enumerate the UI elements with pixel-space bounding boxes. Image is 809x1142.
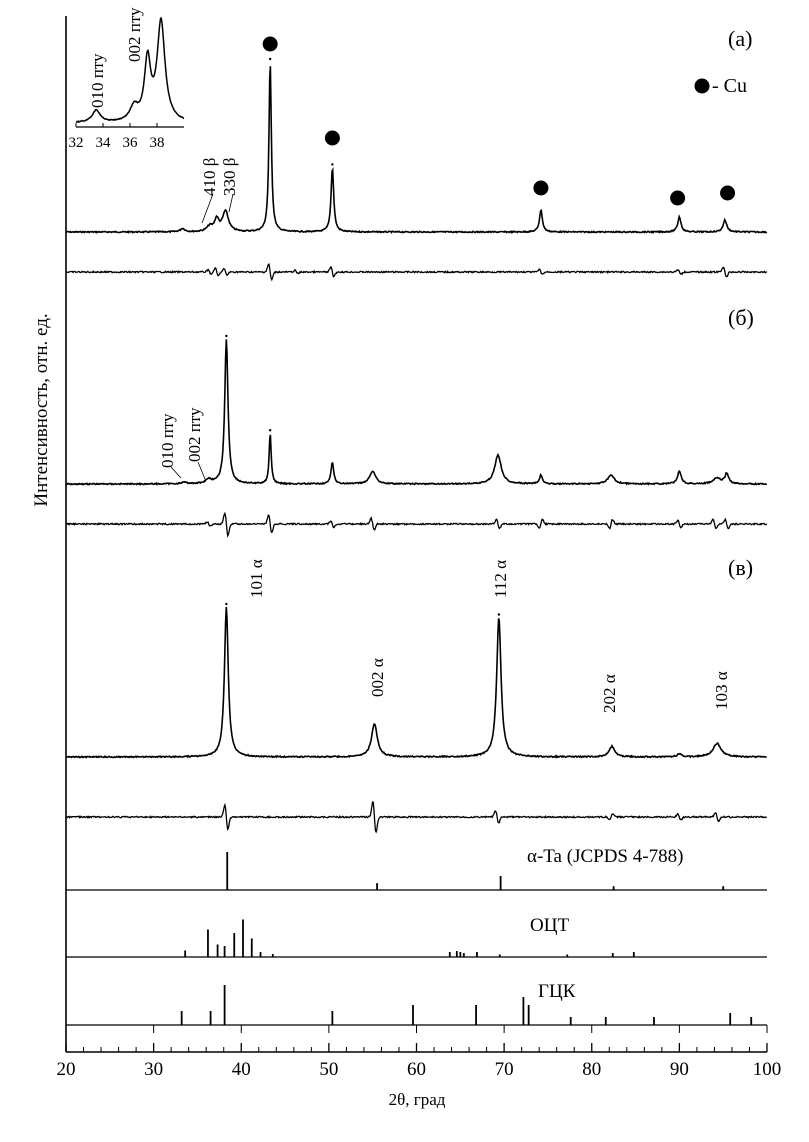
data-point — [497, 613, 501, 616]
peak-label: 202 α — [600, 674, 619, 713]
reference-label: ОЦТ — [530, 915, 569, 936]
x-tick-label: 30 — [144, 1059, 163, 1080]
pattern-line-b — [65, 339, 768, 486]
reference-patterns: α-Ta (JCPDS 4-788) ОЦТ ГЦК — [66, 846, 767, 1025]
x-axis-label: 2θ, град — [389, 1090, 446, 1109]
plot-frame — [65, 16, 767, 1053]
annotation-leader — [197, 461, 206, 480]
x-axis-ticks: 20 30 40 50 60 70 80 90 100 — [57, 1025, 782, 1080]
x-tick-label: 20 — [57, 1059, 76, 1080]
annotation-leader — [228, 193, 234, 213]
x-tick-label: 80 — [582, 1059, 601, 1080]
cu-peak-marker — [720, 185, 736, 201]
pattern-line-a — [66, 66, 768, 234]
inset-tick-label: 36 — [123, 135, 139, 151]
inset-peak-label: 002 пту — [125, 7, 144, 62]
peak-label: 002 α — [368, 658, 387, 697]
peak-label: 002 пту — [185, 407, 204, 462]
cu-legend-marker — [694, 78, 710, 94]
chart-labels: (а) (б) (в) - Cu 410 β 330 β 32 34 36 38 010 пту 00… — [69, 7, 754, 713]
inset-tick-label: 38 — [150, 135, 165, 151]
inset-tick-label: 32 — [69, 135, 84, 151]
peak-label: 101 α — [247, 559, 266, 598]
cu-peak-marker — [324, 130, 340, 146]
peak-label: 112 α — [491, 560, 510, 598]
reference-label: ГЦК — [538, 981, 576, 1002]
pattern-line-c — [65, 606, 767, 759]
inset-tick-label: 34 — [96, 135, 112, 151]
peak-label: 330 β — [220, 158, 239, 196]
x-tick-label: 90 — [670, 1059, 689, 1080]
pattern-traces — [65, 57, 768, 834]
panel-label-c: (в) — [728, 555, 753, 580]
data-point — [225, 602, 228, 606]
peak-label: 410 β — [200, 158, 219, 196]
cu-peak-marker — [262, 36, 278, 52]
x-tick-label: 70 — [495, 1059, 514, 1080]
panel-label-a: (а) — [728, 26, 752, 51]
data-point — [331, 163, 334, 166]
annotation-leader — [201, 193, 214, 224]
peak-label: 103 α — [712, 671, 731, 710]
reference-label: α-Ta (JCPDS 4-788) — [527, 846, 683, 867]
difference-line-c — [65, 801, 768, 834]
x-tick-label: 100 — [753, 1059, 782, 1080]
inset-pattern-line — [75, 16, 185, 123]
x-tick-label: 40 — [232, 1059, 251, 1080]
difference-line-b — [65, 511, 768, 538]
cu-peak-marker — [533, 180, 549, 196]
peak-label: 010 пту — [158, 413, 177, 468]
cu-legend-label: - Cu — [712, 75, 747, 97]
x-tick-label: 50 — [319, 1059, 338, 1080]
data-point — [225, 334, 228, 338]
annotation-leader — [170, 466, 182, 479]
panel-label-b: (б) — [728, 305, 754, 330]
x-tick-label: 60 — [407, 1059, 426, 1080]
data-point — [268, 429, 272, 432]
cu-peak-marker — [670, 190, 686, 206]
y-axis-label: Интенсивность, отн. ед. — [31, 313, 52, 506]
data-point — [268, 57, 272, 61]
inset-peak-label: 010 пту — [88, 53, 107, 108]
difference-line-a — [65, 263, 768, 282]
